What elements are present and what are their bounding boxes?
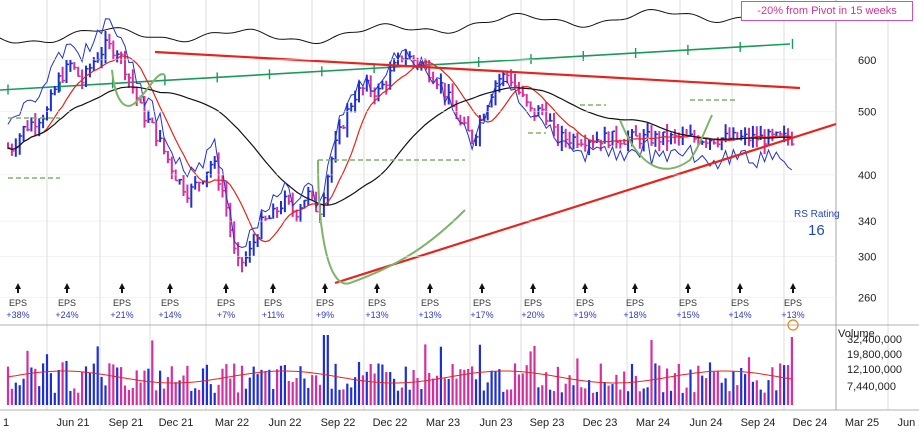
eps-growth-pct: +24% <box>55 310 78 320</box>
x-tick-label: Sep 23 <box>530 417 565 429</box>
x-tick-label: Mar 23 <box>426 417 460 429</box>
eps-arrow-icon <box>64 283 70 293</box>
rs-rating-label: RS Rating <box>794 209 840 220</box>
rs-line <box>7 18 793 249</box>
eps-label: EPS <box>161 298 179 308</box>
x-tick-label: 1 <box>3 417 9 429</box>
eps-growth-pct: +14% <box>728 310 751 320</box>
volume-tick-label: 32,400,000 <box>847 334 902 346</box>
eps-growth-pct: +17% <box>470 310 493 320</box>
eps-label: EPS <box>679 298 697 308</box>
latest-earnings-circle <box>787 319 799 331</box>
descending-trendline <box>154 50 801 90</box>
x-axis: 1 Jun 21 Sep 21 Dec 21 Mar 22 Jun 22 Sep 22 Dec… <box>3 417 919 429</box>
x-tick-label: Jun 22 <box>268 417 301 429</box>
overlay-lines <box>8 50 837 285</box>
eps-label: EPS <box>524 298 542 308</box>
eps-arrow-icon <box>479 283 485 293</box>
cup-base-curve <box>317 159 466 285</box>
price-tick-label: 260 <box>858 292 876 304</box>
grid <box>0 0 919 411</box>
price-tick-label: 500 <box>858 107 876 119</box>
eps-arrow-icon <box>119 283 125 293</box>
x-tick-label: Jun 21 <box>56 417 89 429</box>
eps-label: EPS <box>576 298 594 308</box>
x-tick-label: Dec 22 <box>373 417 408 429</box>
price-panel <box>7 18 795 273</box>
price-tick-label: 400 <box>858 170 876 182</box>
eps-arrow-icon <box>167 283 173 293</box>
eps-growth-pct: +13% <box>365 310 388 320</box>
eps-arrow-icon <box>15 283 21 293</box>
eps-growth-pct: +15% <box>676 310 699 320</box>
eps-label: EPS <box>784 298 802 308</box>
eps-arrow-icon <box>270 283 276 293</box>
volume-ma-line <box>7 370 792 384</box>
eps-label: EPS <box>113 298 131 308</box>
eps-growth-pct: +7% <box>217 310 235 320</box>
ma-10-week-line <box>7 55 793 243</box>
eps-growth-pct: +11% <box>262 310 285 320</box>
eps-label: EPS <box>626 298 644 308</box>
eps-arrow-icon <box>374 283 380 293</box>
eps-label: EPS <box>731 298 749 308</box>
rs-rating-value: 16 <box>808 222 825 239</box>
x-tick-label: Dec 23 <box>583 417 618 429</box>
x-tick-label: Jun 24 <box>689 417 722 429</box>
eps-growth-pct: +21% <box>110 310 133 320</box>
eps-growth-pct: +14% <box>158 310 181 320</box>
eps-growth-pct: +13% <box>418 310 441 320</box>
x-tick-label: Sep 21 <box>109 417 144 429</box>
rs-rating-block: RS Rating 16 <box>794 209 840 239</box>
market-index-line <box>0 5 835 44</box>
price-tick-label: 340 <box>858 216 876 228</box>
eps-growth-pct: +19% <box>573 310 596 320</box>
eps-growth-pct: +13% <box>781 310 804 320</box>
x-tick-label: Jun 25 <box>897 417 919 429</box>
eps-label: EPS <box>421 298 439 308</box>
eps-arrow-icon <box>790 283 796 293</box>
price-y-axis: 600 500 400 340 300 260 <box>0 55 876 304</box>
eps-label: EPS <box>9 298 27 308</box>
eps-label: EPS <box>473 298 491 308</box>
eps-growth-pct: +18% <box>623 310 646 320</box>
volume-label: Volume <box>838 328 875 340</box>
eps-arrow-icon <box>632 283 638 293</box>
eps-arrow-icon <box>223 283 229 293</box>
eps-label: EPS <box>264 298 282 308</box>
handle-base-curve <box>111 69 166 107</box>
eps-markers: EPS +38% EPS +24% EPS +21% EPS +14% EPS +7% EPS +11… <box>6 283 805 331</box>
eps-arrow-icon <box>530 283 536 293</box>
eps-label: EPS <box>368 298 386 308</box>
price-tick-label: 600 <box>858 55 876 67</box>
x-tick-label: Jun 23 <box>479 417 512 429</box>
ma-40-week-line <box>7 86 792 206</box>
x-tick-label: Sep 24 <box>741 417 776 429</box>
eps-growth-pct: +38% <box>6 310 29 320</box>
x-tick-label: Mar 25 <box>845 417 879 429</box>
price-tick-label: 300 <box>858 252 876 264</box>
volume-tick-label: 19,800,000 <box>847 349 902 361</box>
x-tick-label: Dec 24 <box>793 417 828 429</box>
flat-base-curve <box>619 114 713 170</box>
eps-growth-pct: +9% <box>316 310 334 320</box>
eps-arrow-icon <box>582 283 588 293</box>
eps-arrow-icon <box>685 283 691 293</box>
x-tick-label: Mar 24 <box>636 417 670 429</box>
eps-arrow-icon <box>427 283 433 293</box>
eps-label: EPS <box>217 298 235 308</box>
volume-tick-label: 7,440,000 <box>847 381 896 393</box>
x-tick-label: Sep 22 <box>321 417 356 429</box>
x-tick-label: Mar 22 <box>215 417 249 429</box>
x-tick-label: Dec 21 <box>159 417 194 429</box>
eps-arrow-icon <box>322 283 328 293</box>
eps-arrow-icon <box>737 283 743 293</box>
eps-label: EPS <box>316 298 334 308</box>
eps-growth-pct: +20% <box>521 310 544 320</box>
eps-label: EPS <box>58 298 76 308</box>
pivot-status-banner: -20% from Pivot in 15 weeks <box>741 1 913 21</box>
volume-tick-label: 12,100,000 <box>847 364 902 376</box>
